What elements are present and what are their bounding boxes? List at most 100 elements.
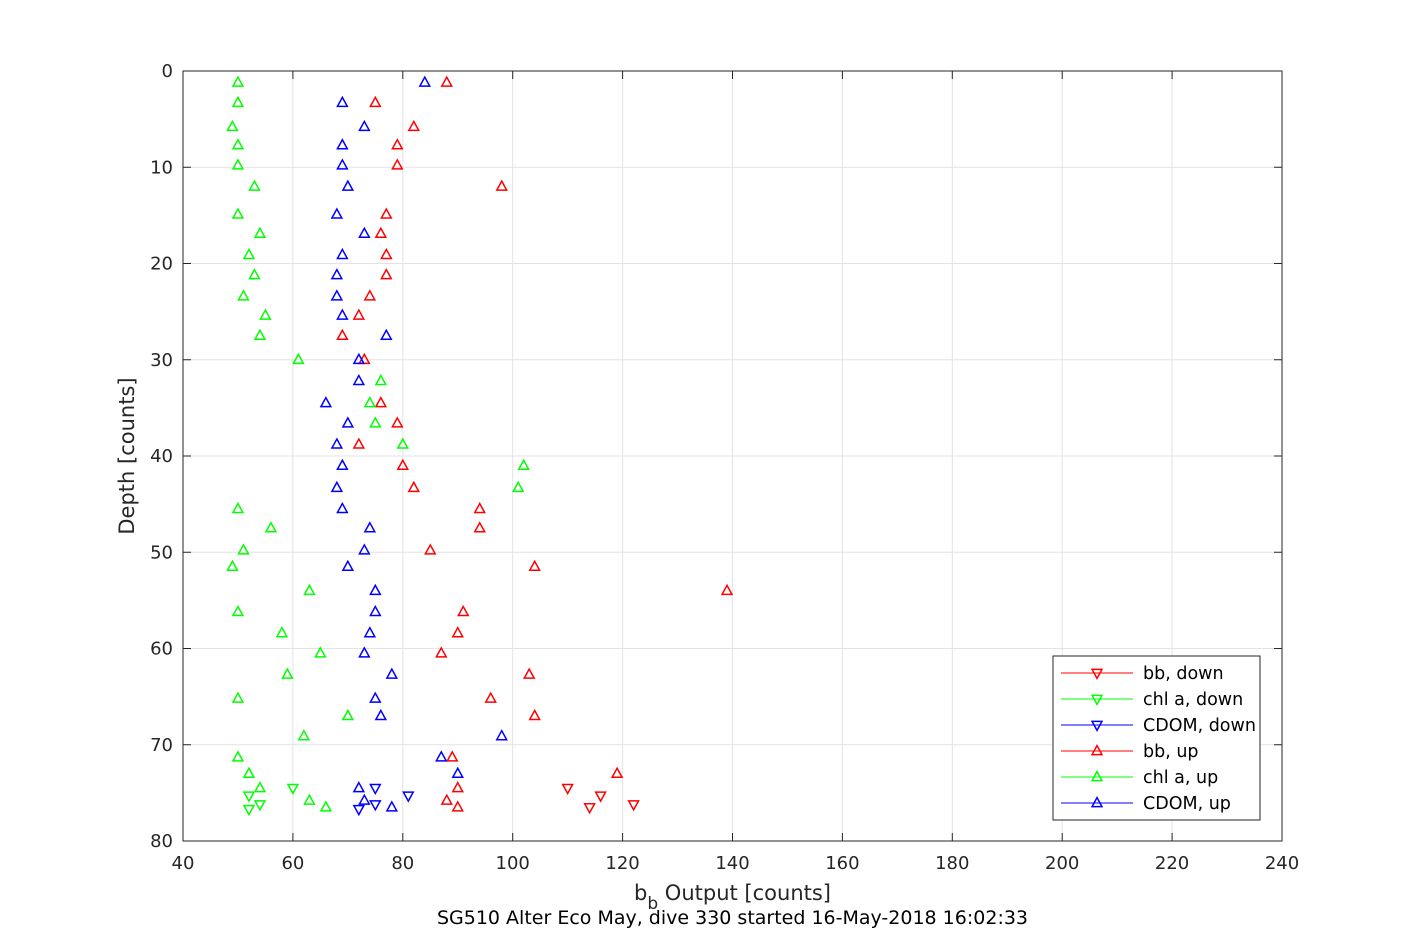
series-bb-up — [336, 75, 734, 812]
data-point — [336, 158, 349, 170]
data-point — [242, 766, 256, 778]
series-bb-down — [561, 783, 640, 815]
data-point — [275, 626, 289, 638]
data-point — [369, 604, 382, 617]
x-axis-label-main: b — [634, 881, 647, 905]
data-point — [336, 501, 349, 514]
legend-label: CDOM, up — [1143, 794, 1231, 814]
data-point — [336, 247, 349, 260]
data-point — [363, 396, 377, 408]
data-point — [407, 480, 421, 493]
legend-marker — [1090, 796, 1104, 808]
x-tick-label: 120 — [605, 853, 639, 874]
data-point — [720, 583, 734, 596]
data-point — [473, 501, 486, 514]
data-point — [435, 750, 448, 762]
data-point — [495, 179, 508, 191]
data-point — [242, 247, 256, 260]
legend-label: bb, up — [1143, 742, 1199, 762]
data-point — [451, 781, 464, 793]
data-point — [435, 646, 448, 658]
data-point — [473, 521, 486, 533]
series-cdom-up — [319, 75, 508, 812]
data-point — [457, 604, 470, 617]
data-point — [242, 791, 256, 803]
data-point — [594, 791, 607, 803]
data-point — [358, 793, 371, 805]
data-point — [292, 352, 305, 365]
data-point — [281, 667, 294, 679]
x-tick-label: 220 — [1155, 853, 1189, 874]
legend-label: CDOM, down — [1143, 716, 1256, 736]
data-point — [330, 268, 344, 280]
data-point — [231, 750, 245, 762]
data-point — [583, 802, 596, 815]
data-point — [495, 729, 508, 741]
legend-marker — [1090, 744, 1104, 756]
data-point — [380, 328, 393, 341]
legend-label: chl a, down — [1143, 690, 1243, 710]
legend-label: chl a, up — [1143, 768, 1218, 788]
x-tick-label: 40 — [172, 853, 195, 874]
data-point — [451, 766, 464, 778]
data-point — [517, 458, 530, 470]
data-point — [352, 308, 366, 320]
data-point — [253, 328, 267, 341]
data-point — [297, 729, 311, 741]
data-point — [231, 95, 245, 108]
data-point — [440, 75, 453, 87]
series-chl-a-down — [242, 783, 300, 817]
data-point — [231, 158, 245, 170]
data-point — [231, 207, 245, 219]
data-point — [237, 543, 250, 555]
data-point — [226, 119, 239, 132]
data-point — [330, 207, 344, 219]
x-tick-label: 240 — [1265, 853, 1299, 874]
data-point — [391, 416, 404, 428]
data-point — [253, 800, 267, 812]
y-tick-label: 60 — [150, 639, 173, 660]
data-point — [446, 750, 459, 762]
data-point — [374, 708, 388, 721]
data-point — [374, 373, 388, 386]
data-point — [253, 226, 267, 239]
data-point — [314, 646, 327, 658]
data-point — [231, 138, 245, 150]
data-point — [511, 480, 525, 493]
x-axis-label-subscript: b — [647, 894, 658, 914]
data-point — [358, 646, 371, 658]
data-point — [369, 783, 382, 796]
data-point — [352, 352, 366, 365]
data-point — [358, 226, 371, 239]
data-point — [369, 583, 382, 596]
data-point — [627, 800, 640, 812]
data-point — [231, 691, 245, 703]
data-point — [248, 179, 261, 191]
data-point — [303, 793, 316, 805]
data-point — [363, 626, 377, 638]
data-point — [528, 708, 541, 721]
data-point — [380, 268, 393, 280]
data-point — [330, 437, 344, 449]
x-tick-label: 160 — [825, 853, 859, 874]
data-point — [231, 75, 245, 87]
data-point — [248, 268, 261, 280]
x-tick-label: 100 — [496, 853, 530, 874]
data-point — [253, 781, 267, 793]
data-point — [286, 783, 300, 796]
data-point — [319, 396, 333, 408]
y-tick-label: 10 — [150, 157, 173, 178]
data-point — [330, 289, 344, 301]
data-point — [341, 416, 355, 428]
data-point — [451, 626, 464, 638]
series-cdom-down — [352, 783, 415, 817]
data-point — [402, 791, 415, 803]
data-point — [374, 226, 388, 239]
data-point — [363, 289, 377, 301]
data-point — [374, 396, 388, 408]
y-tick-label: 30 — [150, 350, 173, 371]
series-chl-a-up — [226, 75, 530, 812]
data-point — [341, 179, 355, 191]
data-point — [385, 667, 399, 679]
